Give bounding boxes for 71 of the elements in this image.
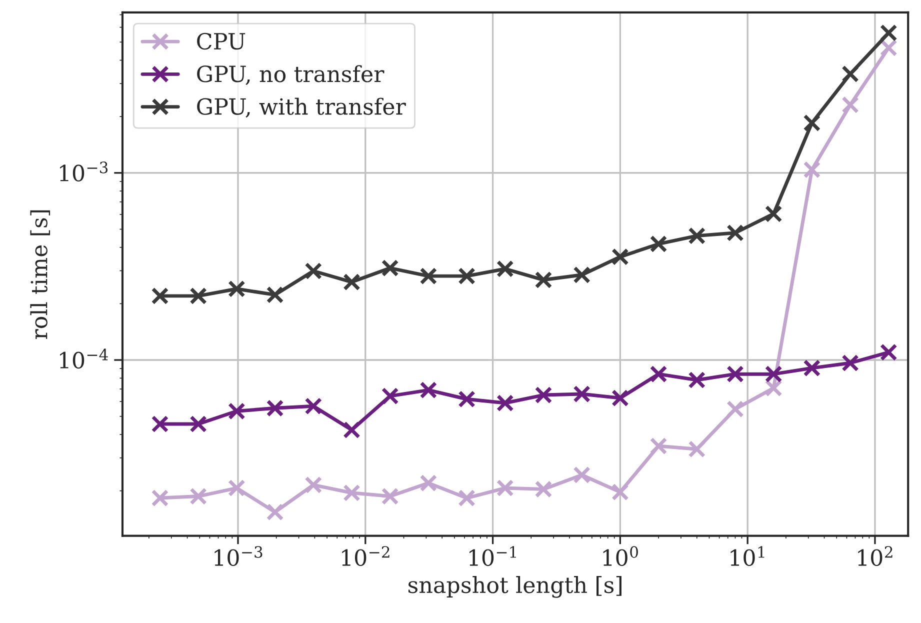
point	[304, 476, 322, 494]
point	[343, 273, 360, 291]
point	[304, 262, 322, 280]
legend-label: CPU	[197, 32, 246, 50]
legend-label: GPU, no transfer	[197, 65, 384, 85]
point	[343, 484, 360, 502]
point	[650, 235, 668, 253]
point	[228, 280, 246, 298]
point	[880, 344, 898, 361]
x-tick-label: 10$^{−2}$	[342, 546, 390, 566]
point	[420, 381, 438, 399]
point	[688, 227, 706, 244]
point	[573, 266, 591, 284]
point	[381, 488, 399, 505]
point	[612, 389, 629, 407]
point	[343, 421, 360, 439]
y-tick-label: 10$^{−4}$	[60, 348, 108, 369]
x-tick-label: 10$^{−1}$	[469, 546, 516, 566]
point	[151, 287, 169, 305]
point	[688, 440, 706, 458]
point	[228, 479, 246, 497]
point	[842, 96, 859, 114]
point	[803, 161, 821, 178]
x-tick-label: 10$^{2}$	[858, 546, 892, 566]
point	[266, 399, 284, 417]
legend-label: GPU, with transfer	[197, 98, 406, 118]
point	[534, 386, 552, 404]
point	[420, 474, 438, 492]
point	[458, 489, 476, 507]
point	[726, 224, 744, 242]
point	[573, 385, 591, 403]
point	[458, 390, 476, 408]
point	[381, 387, 399, 405]
x-axis-title: snapshot length [s]	[408, 576, 622, 598]
point	[842, 65, 859, 83]
point	[496, 260, 514, 278]
point	[842, 354, 859, 372]
point	[190, 287, 208, 305]
point	[650, 437, 668, 455]
point	[803, 359, 821, 377]
point	[266, 286, 284, 304]
x-tick-label: 10$^{−3}$	[214, 546, 262, 566]
point	[496, 394, 514, 412]
x-tick-label: 10$^{0}$	[603, 546, 638, 566]
point	[726, 400, 744, 418]
point	[612, 483, 629, 501]
y-axis-title: roll time [s]	[30, 210, 50, 339]
point	[650, 365, 668, 383]
point	[534, 271, 552, 289]
point	[304, 397, 322, 415]
point	[151, 489, 169, 507]
point	[688, 371, 706, 389]
point	[458, 267, 476, 285]
point	[764, 365, 782, 383]
point	[420, 267, 438, 285]
point	[190, 415, 208, 433]
point	[496, 479, 514, 497]
x-tick-label: 10$^{1}$	[730, 546, 764, 566]
point	[880, 24, 898, 42]
point	[266, 503, 284, 521]
point	[228, 402, 246, 420]
point	[381, 259, 399, 277]
point	[573, 466, 591, 484]
point	[764, 205, 782, 223]
point	[803, 114, 821, 132]
point	[880, 39, 898, 56]
point	[151, 415, 169, 433]
point	[534, 480, 552, 498]
point	[190, 488, 208, 505]
point	[726, 365, 744, 383]
point	[612, 248, 629, 266]
